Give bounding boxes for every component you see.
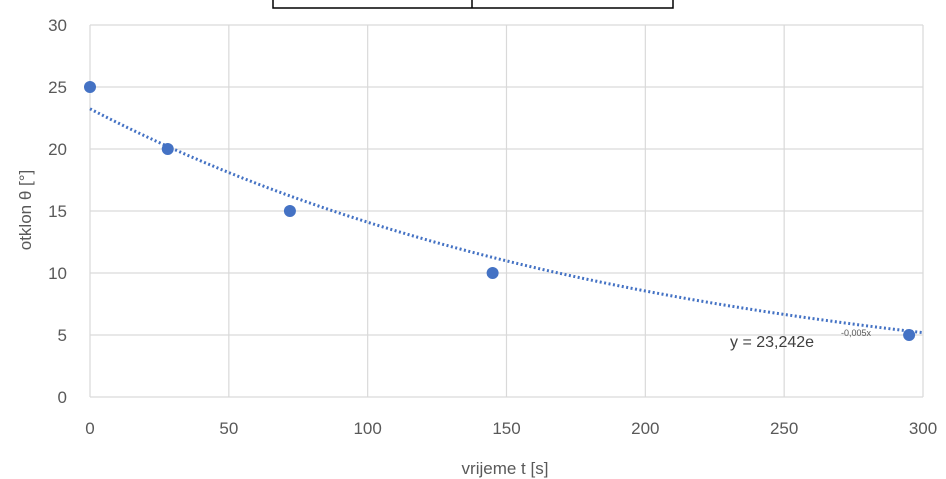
y-tick-label: 20 — [48, 140, 67, 159]
data-point — [161, 143, 174, 155]
data-point — [486, 267, 499, 279]
trendline-equation-exponent: -0,005x — [841, 328, 872, 338]
data-point — [283, 205, 296, 217]
x-axis-title: vrijeme t [s] — [462, 459, 549, 478]
trendline-equation: y = 23,242e -0,005x — [730, 328, 872, 351]
y-tick-label: 10 — [48, 264, 67, 283]
gridlines — [89, 24, 924, 398]
x-tick-label: 100 — [353, 419, 381, 438]
top-table-fragment — [272, 0, 674, 9]
x-tick-label: 150 — [492, 419, 520, 438]
y-tick-label: 30 — [48, 16, 67, 35]
x-tick-label: 0 — [85, 419, 94, 438]
y-tick-label: 5 — [58, 326, 67, 345]
y-tick-label: 25 — [48, 78, 67, 97]
data-point — [84, 81, 96, 93]
y-axis-title: otklon θ [°] — [16, 170, 35, 251]
tick-labels: 0 50 100 150 200 250 300 0 5 10 15 20 25 30 — [48, 16, 937, 438]
y-tick-label: 15 — [48, 202, 67, 221]
x-tick-label: 250 — [770, 419, 798, 438]
x-tick-label: 200 — [631, 419, 659, 438]
x-tick-label: 50 — [219, 419, 238, 438]
data-points — [84, 81, 916, 341]
x-tick-label: 300 — [909, 419, 937, 438]
data-point — [903, 329, 916, 341]
trendline-equation-base: y = 23,242e — [730, 334, 814, 351]
y-tick-label: 0 — [58, 388, 67, 407]
